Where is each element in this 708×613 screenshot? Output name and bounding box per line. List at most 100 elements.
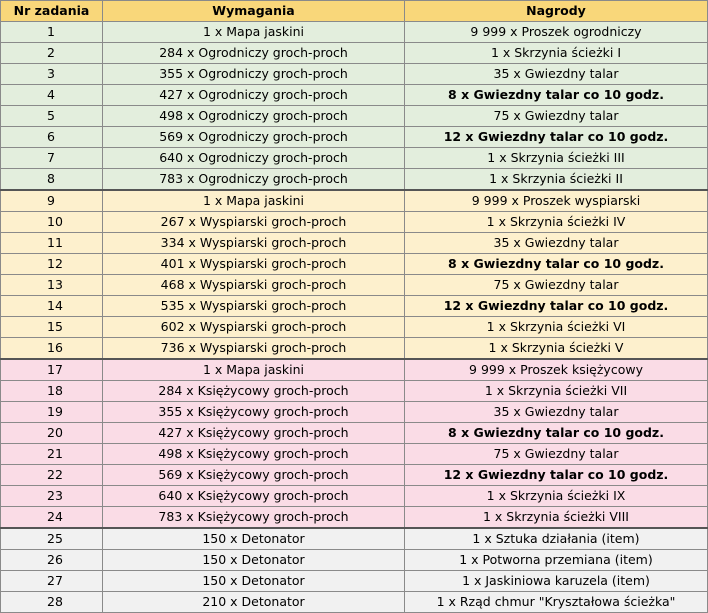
requirement-cell: 1 x Mapa jaskini — [102, 189, 405, 212]
task-number-cell: 28 — [0, 591, 103, 613]
reward-cell: 1 x Skrzynia ścieżki III — [404, 147, 708, 169]
reward-cell: 35 x Gwiezdny talar — [404, 63, 708, 85]
task-number-cell: 12 — [0, 253, 103, 275]
reward-cell: 12 x Gwiezdny talar co 10 godz. — [404, 295, 708, 317]
table-row: 17 1 x Mapa jaskini 9 999 x Proszek księży… — [0, 358, 708, 381]
requirement-cell: 498 x Ogrodniczy groch-proch — [102, 105, 405, 127]
requirement-cell: 640 x Ogrodniczy groch-proch — [102, 147, 405, 169]
task-number-cell: 2 — [0, 42, 103, 64]
table-row: 6 569 x Ogrodniczy groch-proch 12 x Gwiezd… — [0, 126, 708, 148]
requirement-cell: 284 x Księżycowy groch-proch — [102, 380, 405, 402]
requirement-cell: 401 x Wyspiarski groch-proch — [102, 253, 405, 275]
task-number-cell: 1 — [0, 21, 103, 43]
task-number-cell: 26 — [0, 549, 103, 571]
reward-cell: 8 x Gwiezdny talar co 10 godz. — [404, 422, 708, 444]
requirement-cell: 355 x Księżycowy groch-proch — [102, 401, 405, 423]
header-rewards: Nagrody — [404, 0, 708, 22]
reward-cell: 1 x Skrzynia ścieżki V — [404, 337, 708, 360]
task-number-cell: 27 — [0, 570, 103, 592]
task-number-cell: 20 — [0, 422, 103, 444]
requirement-cell: 150 x Detonator — [102, 549, 405, 571]
table-row: 25 150 x Detonator 1 x Sztuka działania (i… — [0, 527, 708, 550]
task-number-cell: 17 — [0, 358, 103, 381]
task-number-cell: 21 — [0, 443, 103, 465]
table-row: 8 783 x Ogrodniczy groch-proch 1 x Skrzyni… — [0, 168, 708, 191]
requirement-cell: 427 x Ogrodniczy groch-proch — [102, 84, 405, 106]
table-row: 14 535 x Wyspiarski groch-proch 12 x Gwiez… — [0, 295, 708, 317]
task-number-cell: 11 — [0, 232, 103, 254]
requirement-cell: 535 x Wyspiarski groch-proch — [102, 295, 405, 317]
header-nr: Nr zadania — [0, 0, 103, 22]
task-number-cell: 9 — [0, 189, 103, 212]
task-number-cell: 3 — [0, 63, 103, 85]
reward-cell: 1 x Skrzynia ścieżki VI — [404, 316, 708, 338]
requirement-cell: 498 x Księżycowy groch-proch — [102, 443, 405, 465]
table-row: 5 498 x Ogrodniczy groch-proch 75 x Gwiezd… — [0, 105, 708, 127]
table-row: 11 334 x Wyspiarski groch-proch 35 x Gwiez… — [0, 232, 708, 254]
reward-cell: 75 x Gwiezdny talar — [404, 443, 708, 465]
reward-cell: 9 999 x Proszek wyspiarski — [404, 189, 708, 212]
table-row: 21 498 x Księżycowy groch-proch 75 x Gwiez… — [0, 443, 708, 465]
task-number-cell: 14 — [0, 295, 103, 317]
requirement-cell: 210 x Detonator — [102, 591, 405, 613]
reward-cell: 1 x Skrzynia ścieżki IV — [404, 211, 708, 233]
reward-cell: 1 x Sztuka działania (item) — [404, 527, 708, 550]
table-row: 24 783 x Księżycowy groch-proch 1 x Skrzyn… — [0, 506, 708, 529]
reward-cell: 1 x Potworna przemiana (item) — [404, 549, 708, 571]
reward-cell: 1 x Skrzynia ścieżki I — [404, 42, 708, 64]
table-row: 4 427 x Ogrodniczy groch-proch 8 x Gwiezdn… — [0, 84, 708, 106]
reward-cell: 1 x Skrzynia ścieżki II — [404, 168, 708, 191]
task-number-cell: 10 — [0, 211, 103, 233]
table-row: 26 150 x Detonator 1 x Potworna przemiana … — [0, 549, 708, 571]
table-row: 16 736 x Wyspiarski groch-proch 1 x Skrzyn… — [0, 337, 708, 360]
table-row: 7 640 x Ogrodniczy groch-proch 1 x Skrzyni… — [0, 147, 708, 169]
reward-cell: 9 999 x Proszek ogrodniczy — [404, 21, 708, 43]
requirement-cell: 468 x Wyspiarski groch-proch — [102, 274, 405, 296]
task-number-cell: 24 — [0, 506, 103, 529]
table-row: 12 401 x Wyspiarski groch-proch 8 x Gwiezd… — [0, 253, 708, 275]
reward-cell: 35 x Gwiezdny talar — [404, 232, 708, 254]
table-row: 10 267 x Wyspiarski groch-proch 1 x Skrzyn… — [0, 211, 708, 233]
reward-cell: 1 x Jaskiniowa karuzela (item) — [404, 570, 708, 592]
task-number-cell: 19 — [0, 401, 103, 423]
task-number-cell: 22 — [0, 464, 103, 486]
requirement-cell: 1 x Mapa jaskini — [102, 358, 405, 381]
table-row: 15 602 x Wyspiarski groch-proch 1 x Skrzyn… — [0, 316, 708, 338]
task-number-cell: 15 — [0, 316, 103, 338]
table-row: 13 468 x Wyspiarski groch-proch 75 x Gwiez… — [0, 274, 708, 296]
task-number-cell: 16 — [0, 337, 103, 360]
reward-cell: 1 x Skrzynia ścieżki VIII — [404, 506, 708, 529]
task-number-cell: 25 — [0, 527, 103, 550]
requirement-cell: 150 x Detonator — [102, 527, 405, 550]
task-number-cell: 13 — [0, 274, 103, 296]
requirement-cell: 569 x Ogrodniczy groch-proch — [102, 126, 405, 148]
requirement-cell: 640 x Księżycowy groch-proch — [102, 485, 405, 507]
requirement-cell: 355 x Ogrodniczy groch-proch — [102, 63, 405, 85]
table-row: 20 427 x Księżycowy groch-proch 8 x Gwiezd… — [0, 422, 708, 444]
table-row: 27 150 x Detonator 1 x Jaskiniowa karuzela… — [0, 570, 708, 592]
requirement-cell: 284 x Ogrodniczy groch-proch — [102, 42, 405, 64]
table-row: 3 355 x Ogrodniczy groch-proch 35 x Gwiezd… — [0, 63, 708, 85]
requirement-cell: 783 x Ogrodniczy groch-proch — [102, 168, 405, 191]
reward-cell: 1 x Rząd chmur "Kryształowa ścieżka" — [404, 591, 708, 613]
reward-cell: 12 x Gwiezdny talar co 10 godz. — [404, 464, 708, 486]
task-number-cell: 4 — [0, 84, 103, 106]
reward-cell: 8 x Gwiezdny talar co 10 godz. — [404, 84, 708, 106]
requirement-cell: 334 x Wyspiarski groch-proch — [102, 232, 405, 254]
reward-cell: 75 x Gwiezdny talar — [404, 105, 708, 127]
requirement-cell: 569 x Księżycowy groch-proch — [102, 464, 405, 486]
reward-cell: 9 999 x Proszek księżycowy — [404, 358, 708, 381]
task-number-cell: 23 — [0, 485, 103, 507]
task-number-cell: 18 — [0, 380, 103, 402]
task-number-cell: 8 — [0, 168, 103, 191]
header-requirements: Wymagania — [102, 0, 405, 22]
reward-cell: 8 x Gwiezdny talar co 10 godz. — [404, 253, 708, 275]
reward-cell: 35 x Gwiezdny talar — [404, 401, 708, 423]
task-number-cell: 6 — [0, 126, 103, 148]
requirement-cell: 427 x Księżycowy groch-proch — [102, 422, 405, 444]
requirement-cell: 1 x Mapa jaskini — [102, 21, 405, 43]
